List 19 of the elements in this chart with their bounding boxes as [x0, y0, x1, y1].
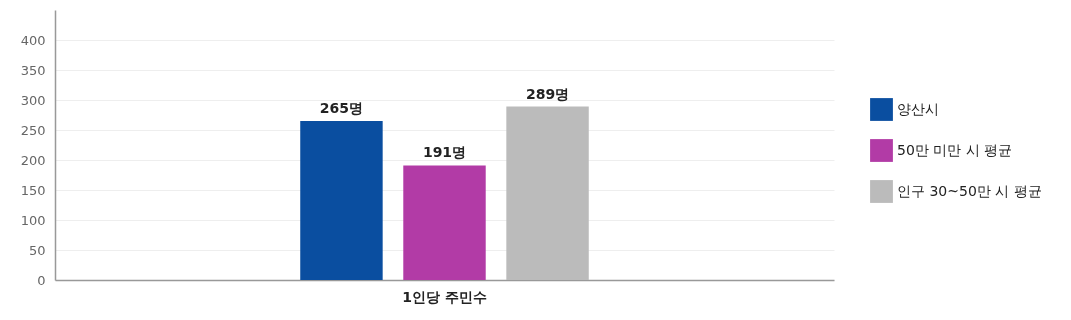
y-tick-label: 400 — [20, 32, 46, 48]
bar — [506, 106, 589, 280]
y-tick-label: 300 — [20, 92, 46, 108]
bar — [300, 121, 383, 280]
y-tick-label: 100 — [20, 212, 46, 228]
y-tick-label: 0 — [37, 272, 46, 288]
legend-label: 인구 30~50만 시 평균 — [897, 182, 1042, 199]
data-label: 191명 — [422, 144, 467, 161]
data-label: 289명 — [525, 85, 570, 102]
y-tick-label: 350 — [20, 62, 46, 78]
y-tick-label: 200 — [20, 152, 46, 168]
y-tick-label: 250 — [20, 122, 46, 138]
bar — [403, 165, 486, 280]
legend-label: 50만 미만 시 평균 — [897, 141, 1013, 158]
legend-label: 양산시 — [897, 100, 939, 117]
x-tick-label: 1인당 주민수 — [402, 288, 487, 305]
y-tick-label: 50 — [28, 242, 46, 258]
data-label: 265명 — [319, 100, 364, 116]
y-tick-label: 150 — [20, 182, 46, 198]
